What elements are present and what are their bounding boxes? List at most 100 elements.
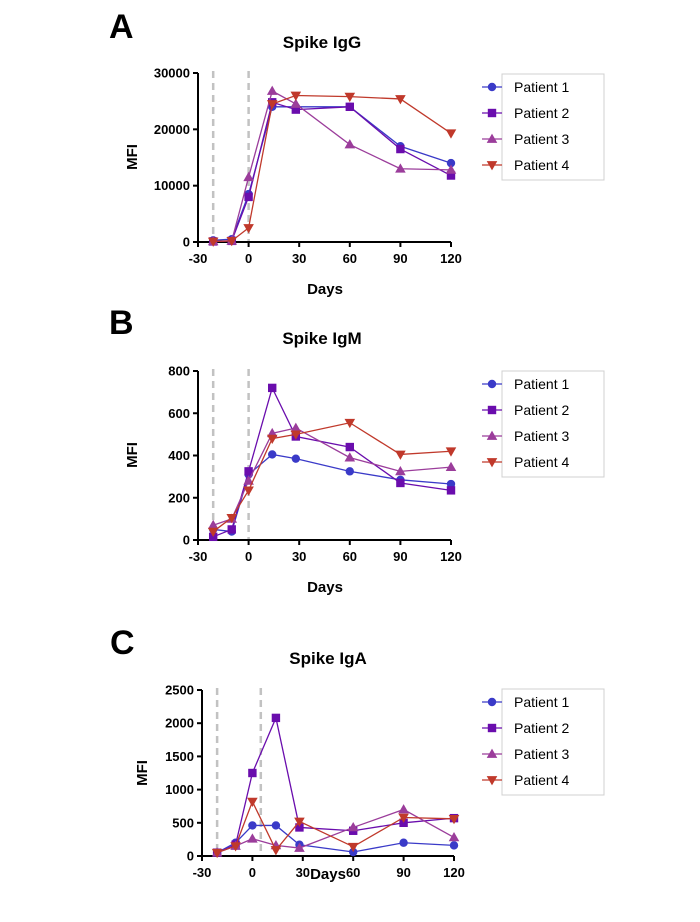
legend-label: Patient 3: [514, 428, 569, 444]
data-point: [294, 817, 305, 827]
data-point: [290, 422, 302, 432]
x-tick-label: 0: [245, 549, 252, 564]
x-tick-label: 120: [440, 251, 462, 266]
data-point: [271, 821, 281, 830]
data-point: [294, 842, 305, 852]
data-point: [243, 171, 254, 182]
series-line: [212, 422, 452, 533]
data-point: [207, 527, 219, 537]
legend-marker: [487, 405, 497, 415]
series-patient-3: [207, 85, 457, 246]
data-point: [268, 383, 277, 393]
series-patient-3: [211, 804, 460, 857]
data-point: [345, 102, 354, 111]
y-tick-label: 0: [187, 849, 194, 864]
data-point: [445, 447, 457, 457]
legend-label: Patient 2: [514, 720, 569, 736]
legend-label: Patient 2: [514, 105, 569, 121]
x-tick-label: -30: [189, 251, 208, 266]
x-tick-label: 60: [343, 549, 357, 564]
data-point: [290, 430, 302, 440]
data-point: [291, 454, 301, 463]
series-line: [216, 715, 455, 854]
y-axis-label: MFI: [124, 442, 141, 468]
x-tick-label: 90: [393, 251, 407, 266]
y-axis-label: MFI: [134, 760, 151, 786]
data-point: [270, 846, 282, 856]
data-point: [449, 841, 459, 850]
data-point: [398, 813, 409, 823]
data-point: [248, 768, 257, 778]
data-point: [344, 92, 356, 103]
legend-label: Patient 1: [514, 694, 569, 710]
data-point: [399, 838, 408, 847]
legend-item: Patient 4: [482, 454, 569, 470]
data-point: [344, 418, 356, 429]
legend-item: Patient 3: [482, 746, 569, 762]
legend: Patient 1 Patient 2 Patient 3 Patient 4: [482, 73, 605, 181]
data-point: [243, 475, 254, 485]
series-patient-2: [212, 713, 459, 857]
data-point: [230, 842, 241, 852]
x-tick-label: 30: [296, 865, 310, 880]
legend-label: Patient 2: [514, 402, 569, 418]
data-point: [445, 164, 457, 174]
y-tick-label: 200: [168, 490, 190, 505]
panel-letter-b: B: [109, 304, 134, 342]
data-point: [227, 525, 236, 534]
x-tick-label: 90: [396, 865, 410, 880]
series-line: [216, 808, 455, 854]
legend-marker: [487, 82, 497, 92]
panel-letter-c: C: [110, 624, 135, 662]
legend-marker: [487, 108, 497, 118]
legend-marker: [487, 697, 497, 707]
legend-item: Patient 1: [482, 694, 569, 710]
x-tick-label: 120: [443, 865, 465, 880]
data-point: [347, 822, 359, 832]
x-tick-label: 60: [346, 865, 360, 880]
legend-marker: [486, 430, 498, 440]
legend-box: [501, 370, 605, 478]
series-patient-4: [207, 418, 457, 537]
y-tick-label: 0: [183, 533, 190, 548]
y-tick-label: 20000: [154, 122, 190, 137]
chart-title: Spike IgA: [289, 649, 366, 668]
data-point: [244, 467, 253, 476]
data-point: [211, 848, 223, 859]
series-patient-4: [207, 91, 457, 247]
series-patient-4: [211, 797, 460, 859]
x-axis-label: Days: [310, 866, 346, 883]
data-point: [271, 713, 281, 723]
x-tick-label: 0: [245, 251, 252, 266]
legend-box: [501, 73, 605, 181]
legend-item: Patient 3: [482, 428, 569, 444]
y-tick-label: 2500: [165, 683, 194, 698]
legend-item: Patient 1: [482, 79, 569, 95]
y-tick-label: 400: [168, 448, 190, 463]
data-point: [266, 100, 278, 110]
legend-marker: [487, 379, 497, 389]
x-tick-label: 120: [440, 549, 462, 564]
data-point: [396, 478, 405, 488]
legend-marker: [486, 161, 498, 171]
data-point: [247, 833, 258, 843]
data-point: [395, 450, 406, 460]
legend-item: Patient 1: [482, 376, 569, 392]
legend-marker: [486, 748, 498, 758]
legend-marker: [486, 776, 498, 786]
data-point: [395, 95, 406, 105]
legend-item: Patient 4: [482, 157, 569, 173]
data-point: [344, 139, 356, 149]
y-tick-label: 0: [183, 235, 190, 250]
y-tick-label: 30000: [154, 66, 190, 81]
data-point: [290, 91, 302, 101]
data-point: [445, 461, 457, 471]
legend-item: Patient 2: [482, 720, 569, 736]
legend-item: Patient 2: [482, 402, 569, 418]
